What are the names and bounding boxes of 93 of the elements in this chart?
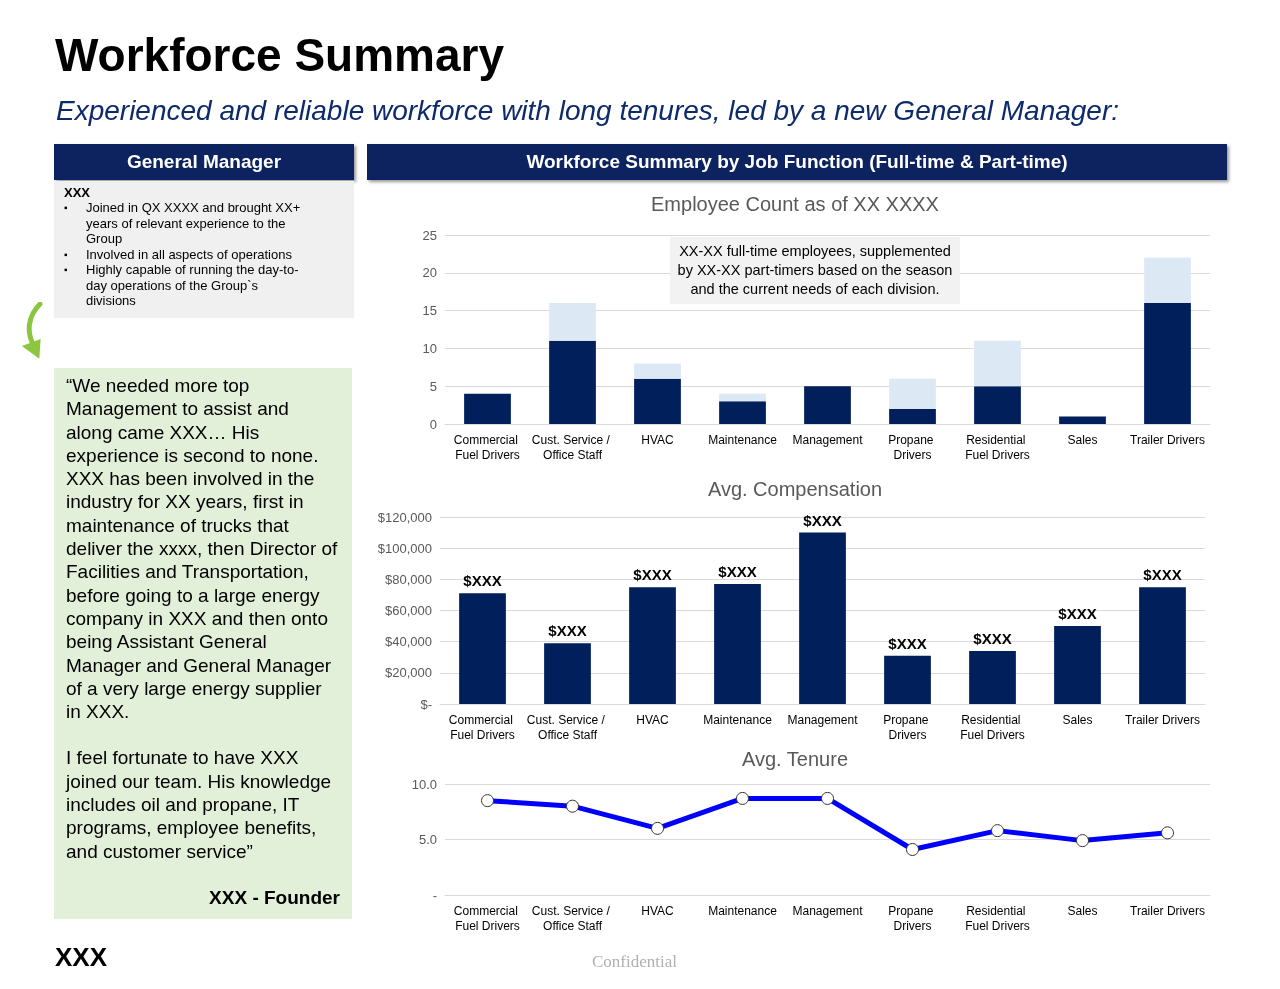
- x-tick-label: Residential Fuel Drivers: [960, 712, 1025, 742]
- text: XXX: [64, 185, 91, 200]
- data-label: $XXX: [1058, 605, 1097, 623]
- chart-title: Avg. Compensation: [707, 478, 883, 500]
- data-label: $XXX: [718, 563, 757, 581]
- text: Workforce Summary: [55, 28, 505, 82]
- x-tick-label: Propane Drivers: [888, 903, 937, 933]
- text: Confidential: [592, 952, 677, 972]
- y-tick-label: $60,000: [385, 603, 432, 618]
- y-tick-label: 0: [429, 416, 437, 432]
- x-tick-label: Commercial Fuel Drivers: [448, 712, 517, 742]
- x-tick-label: Sales: [1062, 712, 1093, 727]
- x-tick-label: Commercial Fuel Drivers: [453, 432, 522, 462]
- x-tick-label: Sales: [1067, 432, 1098, 447]
- data-label: $XXX: [633, 566, 672, 584]
- y-tick-label: $80,000: [385, 571, 432, 587]
- text: Workforce Summary by Job Function (Full-time & Part-time): [367, 144, 1227, 180]
- x-tick-label: Maintenance: [708, 432, 778, 447]
- text: ▪ Involved in all aspects of operations: [64, 246, 292, 262]
- chart-title: Employee Count as of XX XXXX: [651, 193, 939, 215]
- y-tick-label: 15: [422, 303, 437, 319]
- y-tick-label: 25: [422, 227, 437, 243]
- x-tick-label: Trailer Drivers: [1130, 903, 1205, 918]
- text: XXX - Founder: [208, 885, 340, 910]
- bar: [799, 532, 846, 704]
- y-tick-label: 20: [422, 265, 437, 281]
- x-tick-label: Residential Fuel Drivers: [965, 903, 1030, 933]
- bar: [804, 386, 851, 424]
- data-label: $XXX: [973, 630, 1012, 648]
- x-tick-label: Maintenance: [708, 903, 778, 918]
- text: XXX: [55, 942, 108, 973]
- bar: [634, 378, 681, 424]
- data-label: $XXX: [1143, 566, 1182, 584]
- y-tick-label: $100,000: [377, 540, 432, 556]
- data-label: $XXX: [548, 622, 587, 640]
- x-tick-label: HVAC: [641, 432, 675, 447]
- bar: [974, 340, 1021, 387]
- x-tick-label: Cust. Service / Office Staff: [531, 432, 614, 462]
- data-label: $XXX: [803, 511, 842, 529]
- x-tick-label: Trailer Drivers: [1130, 432, 1205, 447]
- annotation: XX-XX full-time employees, supplemented by XX-XX part-timers based on the season and the current needs of each division.: [670, 237, 960, 304]
- x-tick-label: HVAC: [636, 712, 670, 727]
- bar: [719, 393, 766, 402]
- y-tick-label: 5: [429, 378, 437, 394]
- y-tick-label: $-: [420, 696, 432, 712]
- y-tick-label: -: [432, 887, 437, 903]
- bar: [1144, 257, 1191, 304]
- x-tick-label: Management: [792, 903, 864, 918]
- chart-title: Avg. Tenure: [741, 748, 849, 770]
- bar: [629, 587, 676, 704]
- data-label: $XXX: [463, 572, 502, 590]
- bar: [464, 393, 511, 424]
- x-tick-label: Commercial Fuel Drivers: [453, 903, 522, 933]
- y-tick-label: 10.0: [411, 776, 437, 792]
- bar: [1144, 303, 1191, 424]
- bar: [549, 340, 596, 424]
- text: General Manager: [54, 144, 354, 180]
- bar: [634, 363, 681, 379]
- bar: [974, 386, 1021, 424]
- y-tick-label: 10: [422, 340, 437, 356]
- bar: [1139, 587, 1186, 704]
- text: “We needed more top Management to assist and along came XXX… His experience is second to none. XXX has been involved in the industry for XX years, first in maintenance of trucks that deliver the xxxx, then Director of Facilities and Transportation, before going to a large energy company in XXX and then onto being Assistant General Manager and General Manager of a very large energy supplier in XXX.: [66, 375, 338, 723]
- x-tick-label: Cust. Service / Office Staff: [526, 712, 609, 742]
- bar: [889, 408, 936, 424]
- y-tick-label: $40,000: [385, 634, 432, 650]
- text: ▪ Highly capable of running the day-to-day operations of the Group`s divisions: [64, 262, 299, 308]
- bar: [1054, 626, 1101, 704]
- bar: [714, 584, 761, 704]
- text: I feel fortunate to have XXX joined our team. His knowledge includes oil and propane, IT programs, employee benefits, and customer service”: [66, 746, 333, 863]
- bar: [1059, 416, 1106, 424]
- x-tick-label: Propane Drivers: [883, 712, 932, 742]
- x-tick-label: Trailer Drivers: [1125, 712, 1200, 727]
- x-tick-label: Propane Drivers: [888, 432, 937, 462]
- text: Experienced and reliable workforce with long tenures, led by a new General Manager:: [56, 95, 1120, 127]
- x-tick-label: HVAC: [641, 903, 675, 918]
- x-tick-label: Cust. Service / Office Staff: [531, 903, 614, 933]
- bar: [884, 655, 931, 704]
- y-tick-label: $120,000: [377, 509, 432, 525]
- x-tick-label: Residential Fuel Drivers: [965, 432, 1030, 462]
- bar: [969, 651, 1016, 704]
- y-tick-label: 5.0: [418, 832, 437, 847]
- x-tick-label: Sales: [1067, 903, 1098, 918]
- bar: [719, 401, 766, 424]
- bar: [459, 593, 506, 704]
- bar: [549, 303, 596, 341]
- x-tick-label: Maintenance: [703, 712, 773, 727]
- bar: [544, 643, 591, 704]
- bar: [889, 378, 936, 409]
- text: ▪ Joined in QX XXXX and brought XX+ years of relevant experience to the Group: [64, 200, 301, 246]
- x-tick-label: Management: [787, 712, 859, 727]
- data-label: $XXX: [888, 634, 927, 652]
- y-tick-label: $20,000: [385, 665, 432, 681]
- x-tick-label: Management: [792, 432, 864, 447]
